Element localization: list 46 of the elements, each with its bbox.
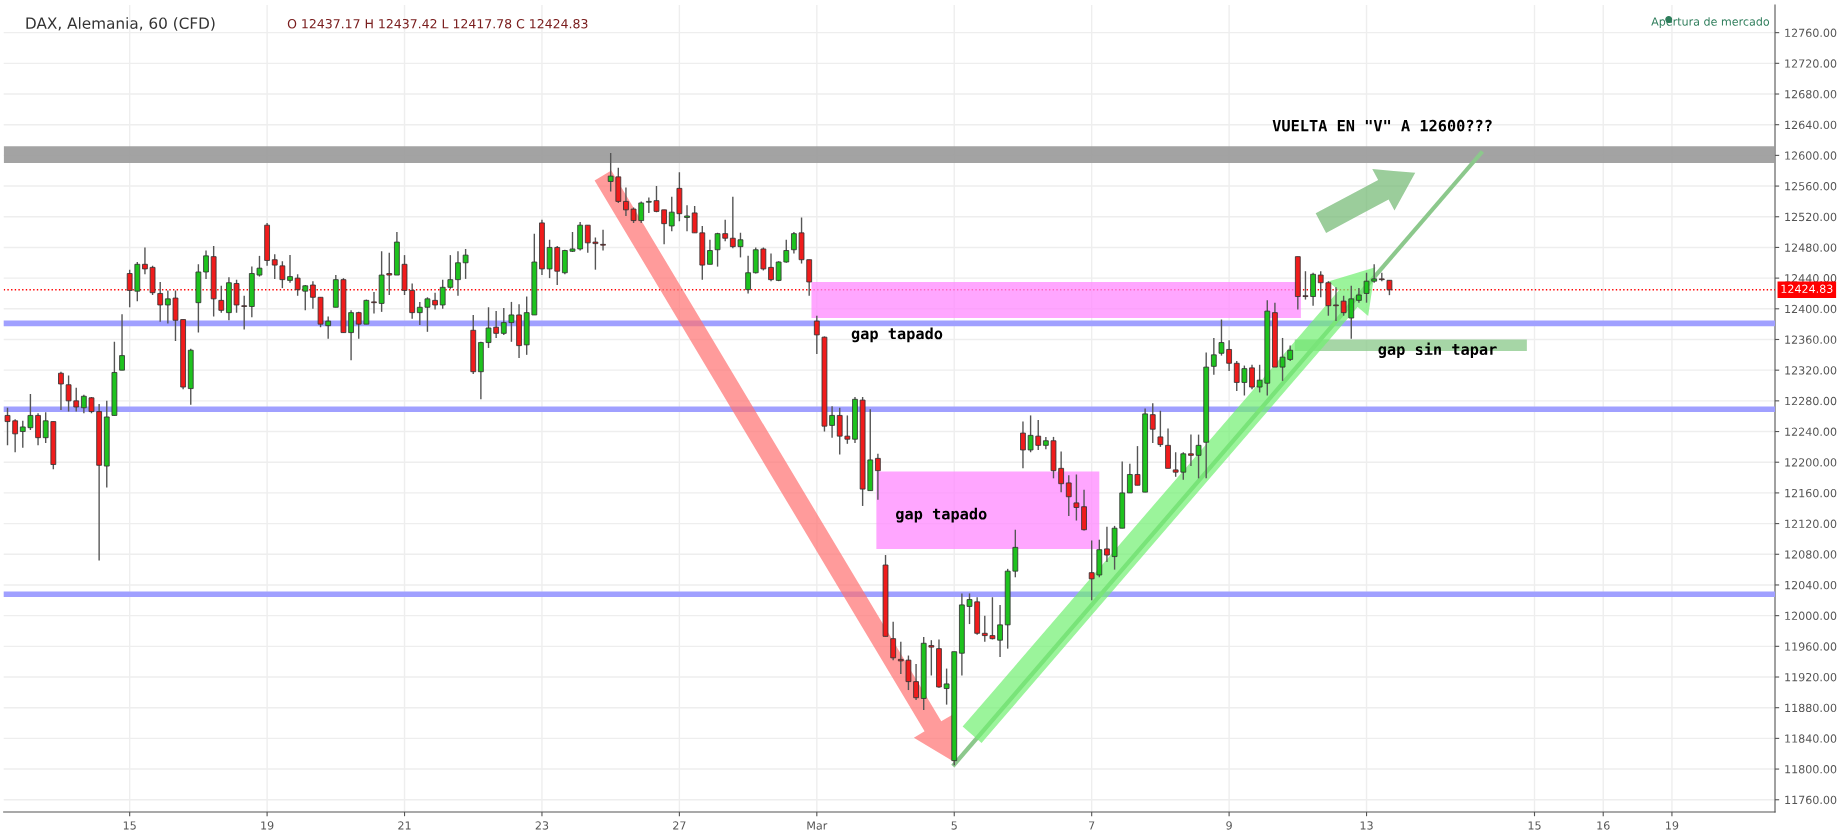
y-tick-label: 12480.00 [1785, 243, 1837, 252]
y-tick-label: 12360.00 [1785, 335, 1837, 344]
x-tick-label: 15 [1528, 821, 1541, 830]
x-tick-label: 9 [1226, 821, 1232, 830]
x-tick-label: Mar [807, 821, 828, 830]
y-tick-label: 12680.00 [1785, 89, 1837, 99]
annotation: VUELTA EN "V" A 12600??? [1272, 119, 1492, 132]
x-tick-label: 16 [1597, 821, 1610, 830]
y-tick-label: 12400.00 [1785, 304, 1837, 314]
y-tick-label: 12560.00 [1785, 182, 1837, 191]
x-tick-label: 21 [398, 821, 411, 830]
y-tick-label: 12440.00 [1785, 274, 1837, 283]
ref-line-label: 12424.83 [1781, 284, 1833, 293]
annotation: gap tapado [896, 507, 987, 523]
x-tick-label: 23 [535, 821, 549, 830]
y-tick-label: 12720.00 [1785, 59, 1837, 68]
text: O 12437.17 H 12437.42 L 12417.78 C 12424.83 [287, 18, 588, 29]
y-tick-label: 11960.00 [1785, 642, 1837, 651]
x-tick-label: 19 [1666, 821, 1679, 830]
y-tick-label: 11760.00 [1785, 795, 1837, 805]
y-tick-label: 12120.00 [1785, 519, 1837, 528]
y-tick-label: 12200.00 [1785, 458, 1837, 467]
y-tick-label: 12600.00 [1785, 151, 1837, 160]
text: DAX, Alemania, 60 (CFD) [26, 17, 215, 31]
y-tick-label: 11800.00 [1785, 765, 1837, 774]
x-tick-label: 13 [1360, 821, 1373, 830]
y-tick-label: 12280.00 [1785, 396, 1837, 406]
y-tick-label: 12080.00 [1785, 550, 1837, 559]
y-tick-label: 11840.00 [1785, 734, 1837, 743]
x-tick-label: 19 [261, 821, 274, 830]
y-tick-label: 12760.00 [1785, 28, 1837, 38]
annotation: gap tapado [851, 327, 943, 343]
x-tick-label: 7 [1089, 821, 1095, 830]
y-tick-label: 12000.00 [1785, 611, 1837, 621]
y-tick-label: 11920.00 [1785, 672, 1837, 682]
x-tick-label: 27 [673, 821, 686, 830]
x-tick-label: 15 [123, 821, 136, 830]
annotation: gap sin tapar [1378, 342, 1497, 359]
y-tick-label: 12640.00 [1785, 120, 1837, 130]
y-tick-label: 12240.00 [1785, 427, 1837, 436]
y-tick-label: 12160.00 [1785, 488, 1837, 498]
y-tick-label: 12520.00 [1785, 212, 1837, 222]
x-tick-label: 5 [951, 821, 957, 830]
y-tick-label: 12040.00 [1785, 580, 1837, 590]
y-tick-label: 11880.00 [1785, 703, 1837, 713]
y-tick-label: 12320.00 [1785, 366, 1837, 375]
